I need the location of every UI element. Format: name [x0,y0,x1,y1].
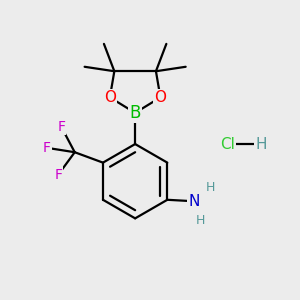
Text: F: F [57,120,65,134]
Text: H: H [206,182,215,194]
Text: H: H [196,214,205,227]
Text: F: F [54,167,62,182]
Text: B: B [130,104,141,122]
Text: Cl: Cl [220,136,235,152]
Text: O: O [104,90,116,105]
Text: F: F [43,141,50,155]
Text: H: H [256,136,267,152]
Text: N: N [188,194,200,209]
Text: O: O [154,90,166,105]
